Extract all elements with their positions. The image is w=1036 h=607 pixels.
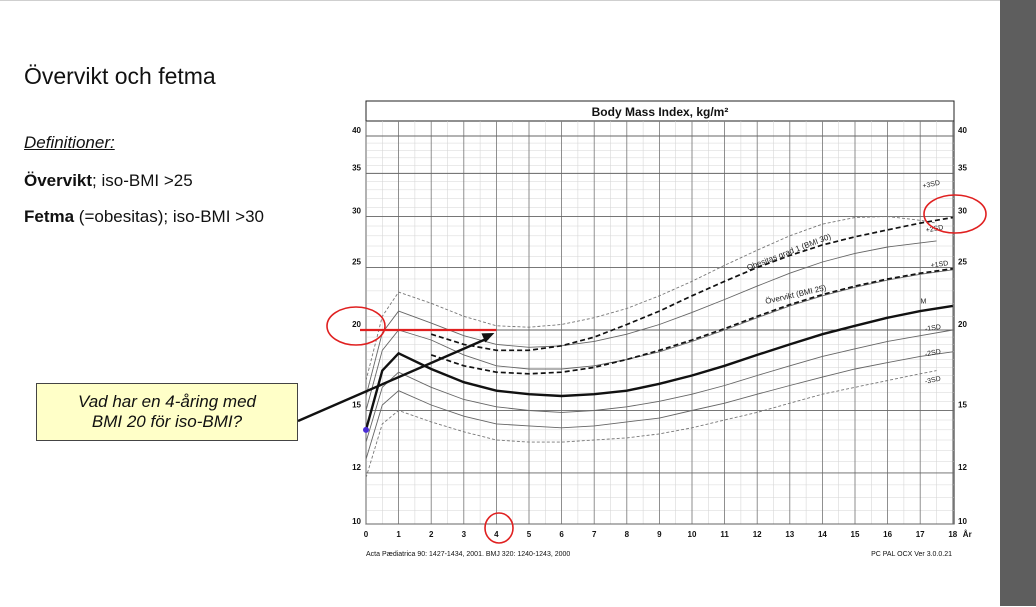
slide-title: Övervikt och fetma [24, 63, 216, 89]
x-tick-label: 1 [396, 530, 401, 539]
highlight-circle-y-20 [326, 306, 386, 346]
x-tick-label: 12 [753, 530, 762, 539]
chart-source-footer: Acta Pædiatrica 90: 1427-1434, 2001. BMJ… [366, 551, 570, 558]
series-label: +2SD [925, 224, 944, 234]
definition-overvikt: Övervikt; iso-BMI >25 [24, 171, 193, 191]
y-tick-label-right: 10 [958, 517, 967, 526]
series-label: +3SD [922, 180, 941, 191]
chart-grid [365, 121, 954, 525]
highlight-circle-y-30 [923, 194, 987, 234]
y-tick-label-left: 25 [352, 258, 361, 267]
x-tick-label: 8 [625, 530, 630, 539]
x-tick-label: 11 [720, 530, 729, 539]
series-line-+3sd [365, 216, 937, 381]
x-tick-label: 14 [818, 530, 827, 539]
series-line--3sd [365, 370, 937, 478]
y-tick-label-left: 10 [352, 517, 361, 526]
series-label: +1SD [930, 260, 949, 269]
x-tick-label: 17 [916, 530, 925, 539]
series-label: -2SD [925, 349, 942, 359]
start-point-dot [363, 426, 369, 433]
y-tick-label-right: 20 [958, 320, 967, 329]
callout-line-1: Vad har en 4-åring med [78, 392, 256, 411]
chart-title: Body Mass Index, kg/m² [592, 105, 729, 119]
y-tick-label-left: 40 [352, 126, 361, 135]
series-line--2sd [365, 351, 953, 460]
callout-arrow-head [481, 333, 495, 343]
chart-version-footer: PC PAL OCX Ver 3.0.0.21 [871, 551, 952, 558]
x-tick-label: 9 [657, 530, 662, 539]
x-tick-label: 13 [785, 530, 794, 539]
y-tick-label-left: 20 [352, 320, 361, 329]
definition-text: ; iso-BMI >25 [92, 171, 193, 190]
side-panel [1000, 0, 1036, 606]
definitions-heading: Definitioner: [24, 133, 115, 152]
series-line--vervikt-bmi-25- [430, 267, 953, 375]
x-axis-unit-label: År [963, 530, 972, 539]
x-tick-label: 7 [592, 530, 597, 539]
x-tick-label: 4 [494, 530, 499, 539]
series-line-obesitas-grad-1-bmi-30- [430, 216, 953, 352]
y-tick-label-right: 30 [958, 207, 967, 216]
x-tick-label: 10 [688, 530, 697, 539]
definition-fetma: Fetma (=obesitas); iso-BMI >30 [24, 207, 264, 227]
series-line-m [364, 304, 953, 431]
x-tick-label: 5 [527, 530, 532, 539]
chart-frame [365, 100, 955, 525]
definition-term: Övervikt [24, 171, 93, 190]
y-tick-label-right: 40 [958, 126, 967, 135]
y-tick-label-right: 25 [958, 258, 967, 267]
y-tick-label-left: 15 [352, 401, 361, 410]
y-tick-label-left: 30 [352, 207, 361, 216]
series-line-+2sd [365, 240, 937, 397]
x-tick-label: 16 [883, 530, 892, 539]
definition-text: (=obesitas); iso-BMI >30 [74, 207, 264, 226]
y-tick-label-left: 12 [352, 463, 361, 472]
slide: Övervikt och fetma Definitioner: Övervik… [0, 0, 1000, 558]
definition-term: Fetma [24, 207, 75, 226]
callout-arrow-line [297, 336, 489, 423]
series-line--1sd [365, 329, 953, 443]
x-tick-label: 2 [429, 530, 434, 539]
y-tick-label-right: 12 [958, 463, 967, 472]
highlight-circle-x-4 [484, 512, 514, 544]
series-label: -1SD [925, 324, 942, 333]
question-callout: Vad har en 4-åring med BMI 20 för iso-BM… [36, 383, 298, 441]
series-label: M [921, 298, 927, 305]
callout-line-2: BMI 20 för iso-BMI? [91, 412, 243, 431]
series-label: -3SD [924, 376, 941, 386]
y-tick-label-left: 35 [352, 163, 361, 172]
x-tick-label: 3 [462, 530, 467, 539]
y-tick-label-right: 15 [958, 401, 967, 410]
x-tick-label: 6 [559, 530, 564, 539]
x-tick-label: 18 [948, 530, 957, 539]
x-tick-label: 0 [364, 530, 369, 539]
y-tick-label-right: 35 [958, 163, 967, 172]
x-tick-label: 15 [851, 530, 860, 539]
